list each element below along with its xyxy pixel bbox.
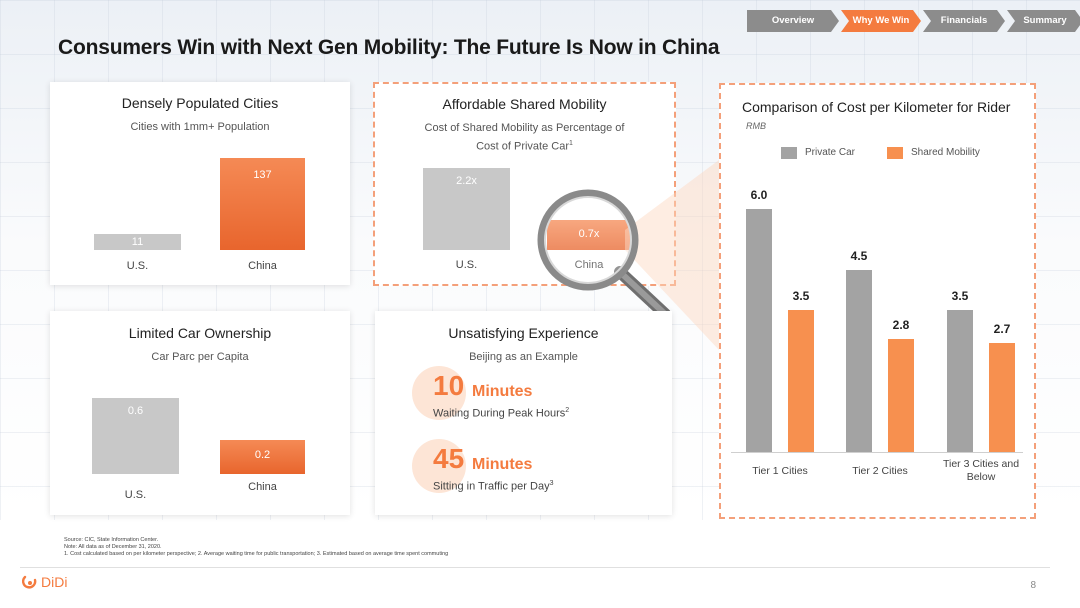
section-nav: Overview Why We Win Financials Summary [747, 10, 1080, 32]
card-subtitle: Car Parc per Capita [151, 351, 249, 363]
value-label: 2.7 [993, 321, 1011, 336]
card-affordable-mobility: Affordable Shared Mobility Cost of Share… [373, 82, 676, 286]
stat-circle [412, 366, 466, 420]
bar-label: 2.2x [456, 175, 477, 187]
zoom-cone-shape [625, 160, 719, 350]
bar-china-cost: 0.7x [547, 220, 631, 250]
bar-shared-mobility-tier1 [788, 310, 814, 452]
value-label: 3.5 [792, 289, 810, 304]
stat-unit: Minutes [472, 456, 533, 473]
bar-label: 137 [253, 169, 272, 181]
legend-swatch-private-car [781, 147, 797, 159]
card-car-ownership: Limited Car Ownership Car Parc per Capit… [50, 311, 350, 515]
chart-unit: RMB [746, 121, 766, 131]
stat-desc-traffic: Sitting in Traffic per Day3 [433, 480, 553, 493]
bar-china-ownership: 0.2 [220, 440, 305, 474]
card-title: Limited Car Ownership [128, 325, 272, 341]
stat-desc-waiting: Waiting During Peak Hours2 [433, 407, 569, 420]
legend-label-shared-mobility: Shared Mobility [911, 147, 980, 158]
stat-unit: Minutes [472, 383, 533, 400]
card-title: Affordable Shared Mobility [442, 96, 607, 112]
legend-swatch-shared-mobility [887, 147, 903, 159]
card-subtitle: Beijing as an Example [469, 351, 578, 363]
category-label: Tier 1 Cities [752, 465, 808, 477]
footnote-ref: 3 [549, 480, 554, 487]
footer-divider [20, 567, 1050, 568]
bar-us-cities: 11 [94, 234, 181, 250]
tab-overview[interactable]: Overview [747, 10, 839, 32]
bar-shared-mobility-tier3 [989, 342, 1015, 452]
bar-private-car-tier1 [746, 209, 772, 452]
card-subtitle: Cost of Shared Mobility as Percentage of… [375, 121, 674, 155]
category-label: Tier 3 Cities and Below [942, 458, 1020, 483]
subtitle-line2: Cost of Private Car [476, 140, 569, 153]
stat-number-waiting: 10 [433, 370, 465, 401]
bar-private-car-tier2 [846, 269, 872, 452]
bar-us-ownership: 0.6 [92, 398, 179, 474]
tab-summary[interactable]: Summary [1007, 10, 1080, 32]
magnifier-icon [537, 189, 671, 320]
page-number: 8 [1030, 580, 1036, 591]
card-subtitle: Cities with 1mm+ Population [130, 121, 270, 133]
didi-logo: DiDi [22, 574, 67, 590]
cost-comparison-chart: Comparison of Cost per Kilometer for Rid… [719, 83, 1036, 519]
value-label: 6.0 [750, 188, 768, 202]
chart-title: Comparison of Cost per Kilometer for Rid… [742, 99, 1011, 115]
card-title: Unsatisfying Experience [448, 325, 599, 341]
footnote-details: 1. Cost calculated based on per kilomete… [64, 551, 449, 557]
card-unsatisfying-experience: Unsatisfying Experience Beijing as an Ex… [375, 311, 672, 515]
category-label: Tier 2 Cities [852, 465, 908, 477]
bar-label: 0.7x [547, 228, 631, 240]
tab-financials[interactable]: Financials [923, 10, 1005, 32]
category-label: U.S. [455, 259, 478, 271]
category-label: China [248, 260, 277, 272]
page-title: Consumers Win with Next Gen Mobility: Th… [58, 36, 720, 59]
subtitle-line1: Cost of Shared Mobility as Percentage of [424, 122, 625, 134]
category-label: U.S. [126, 260, 149, 272]
category-label: China [248, 481, 277, 493]
value-label: 3.5 [951, 289, 969, 304]
stat-desc-text: Waiting During Peak Hours [433, 407, 566, 420]
bar-label: 0.6 [127, 405, 144, 417]
category-label: China [547, 259, 631, 271]
bar-private-car-tier3 [947, 310, 973, 452]
bar-shared-mobility-tier2 [888, 338, 914, 452]
bar-label: 11 [131, 236, 144, 248]
bar-label: 0.2 [254, 449, 271, 461]
didi-logo-icon [22, 575, 37, 589]
footnote-ref: 2 [565, 407, 570, 414]
value-label: 2.8 [892, 317, 910, 332]
footnote-note: Note: All data as of December 31, 2020. [64, 544, 162, 550]
legend-label-private-car: Private Car [805, 147, 856, 158]
stat-circle [412, 439, 466, 493]
stat-desc-text: Sitting in Traffic per Day [433, 480, 550, 493]
bar-us-cost: 2.2x [423, 168, 510, 250]
value-label: 4.5 [850, 248, 868, 263]
tab-why-we-win[interactable]: Why We Win [841, 10, 921, 32]
card-title: Densely Populated Cities [121, 95, 279, 111]
footnote-source: Source: CIC, State Information Center. [64, 537, 159, 543]
footnote-ref: 1 [569, 140, 573, 147]
card-densely-populated: Densely Populated Cities Cities with 1mm… [50, 82, 350, 285]
category-label: U.S. [124, 489, 147, 501]
bar-china-cities: 137 [220, 158, 305, 250]
logo-text: DiDi [41, 574, 68, 590]
x-axis-line [731, 452, 1023, 453]
stat-number-traffic: 45 [433, 443, 465, 474]
